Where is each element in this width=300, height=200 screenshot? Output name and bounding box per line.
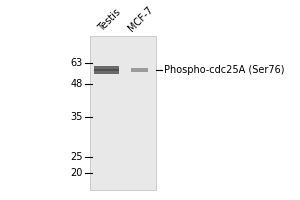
Text: Phospho-cdc25A (Ser76): Phospho-cdc25A (Ser76): [164, 65, 284, 75]
Text: 20: 20: [70, 168, 82, 178]
Bar: [94, 66, 119, 74]
Text: 48: 48: [70, 79, 82, 89]
Text: 35: 35: [70, 112, 82, 122]
Bar: [90, 36, 156, 190]
Text: MCF-7: MCF-7: [126, 4, 155, 33]
Bar: [131, 68, 148, 72]
Bar: [94, 69, 119, 71]
Text: Testis: Testis: [96, 7, 123, 33]
Text: 63: 63: [70, 58, 82, 68]
Text: 25: 25: [70, 152, 83, 162]
